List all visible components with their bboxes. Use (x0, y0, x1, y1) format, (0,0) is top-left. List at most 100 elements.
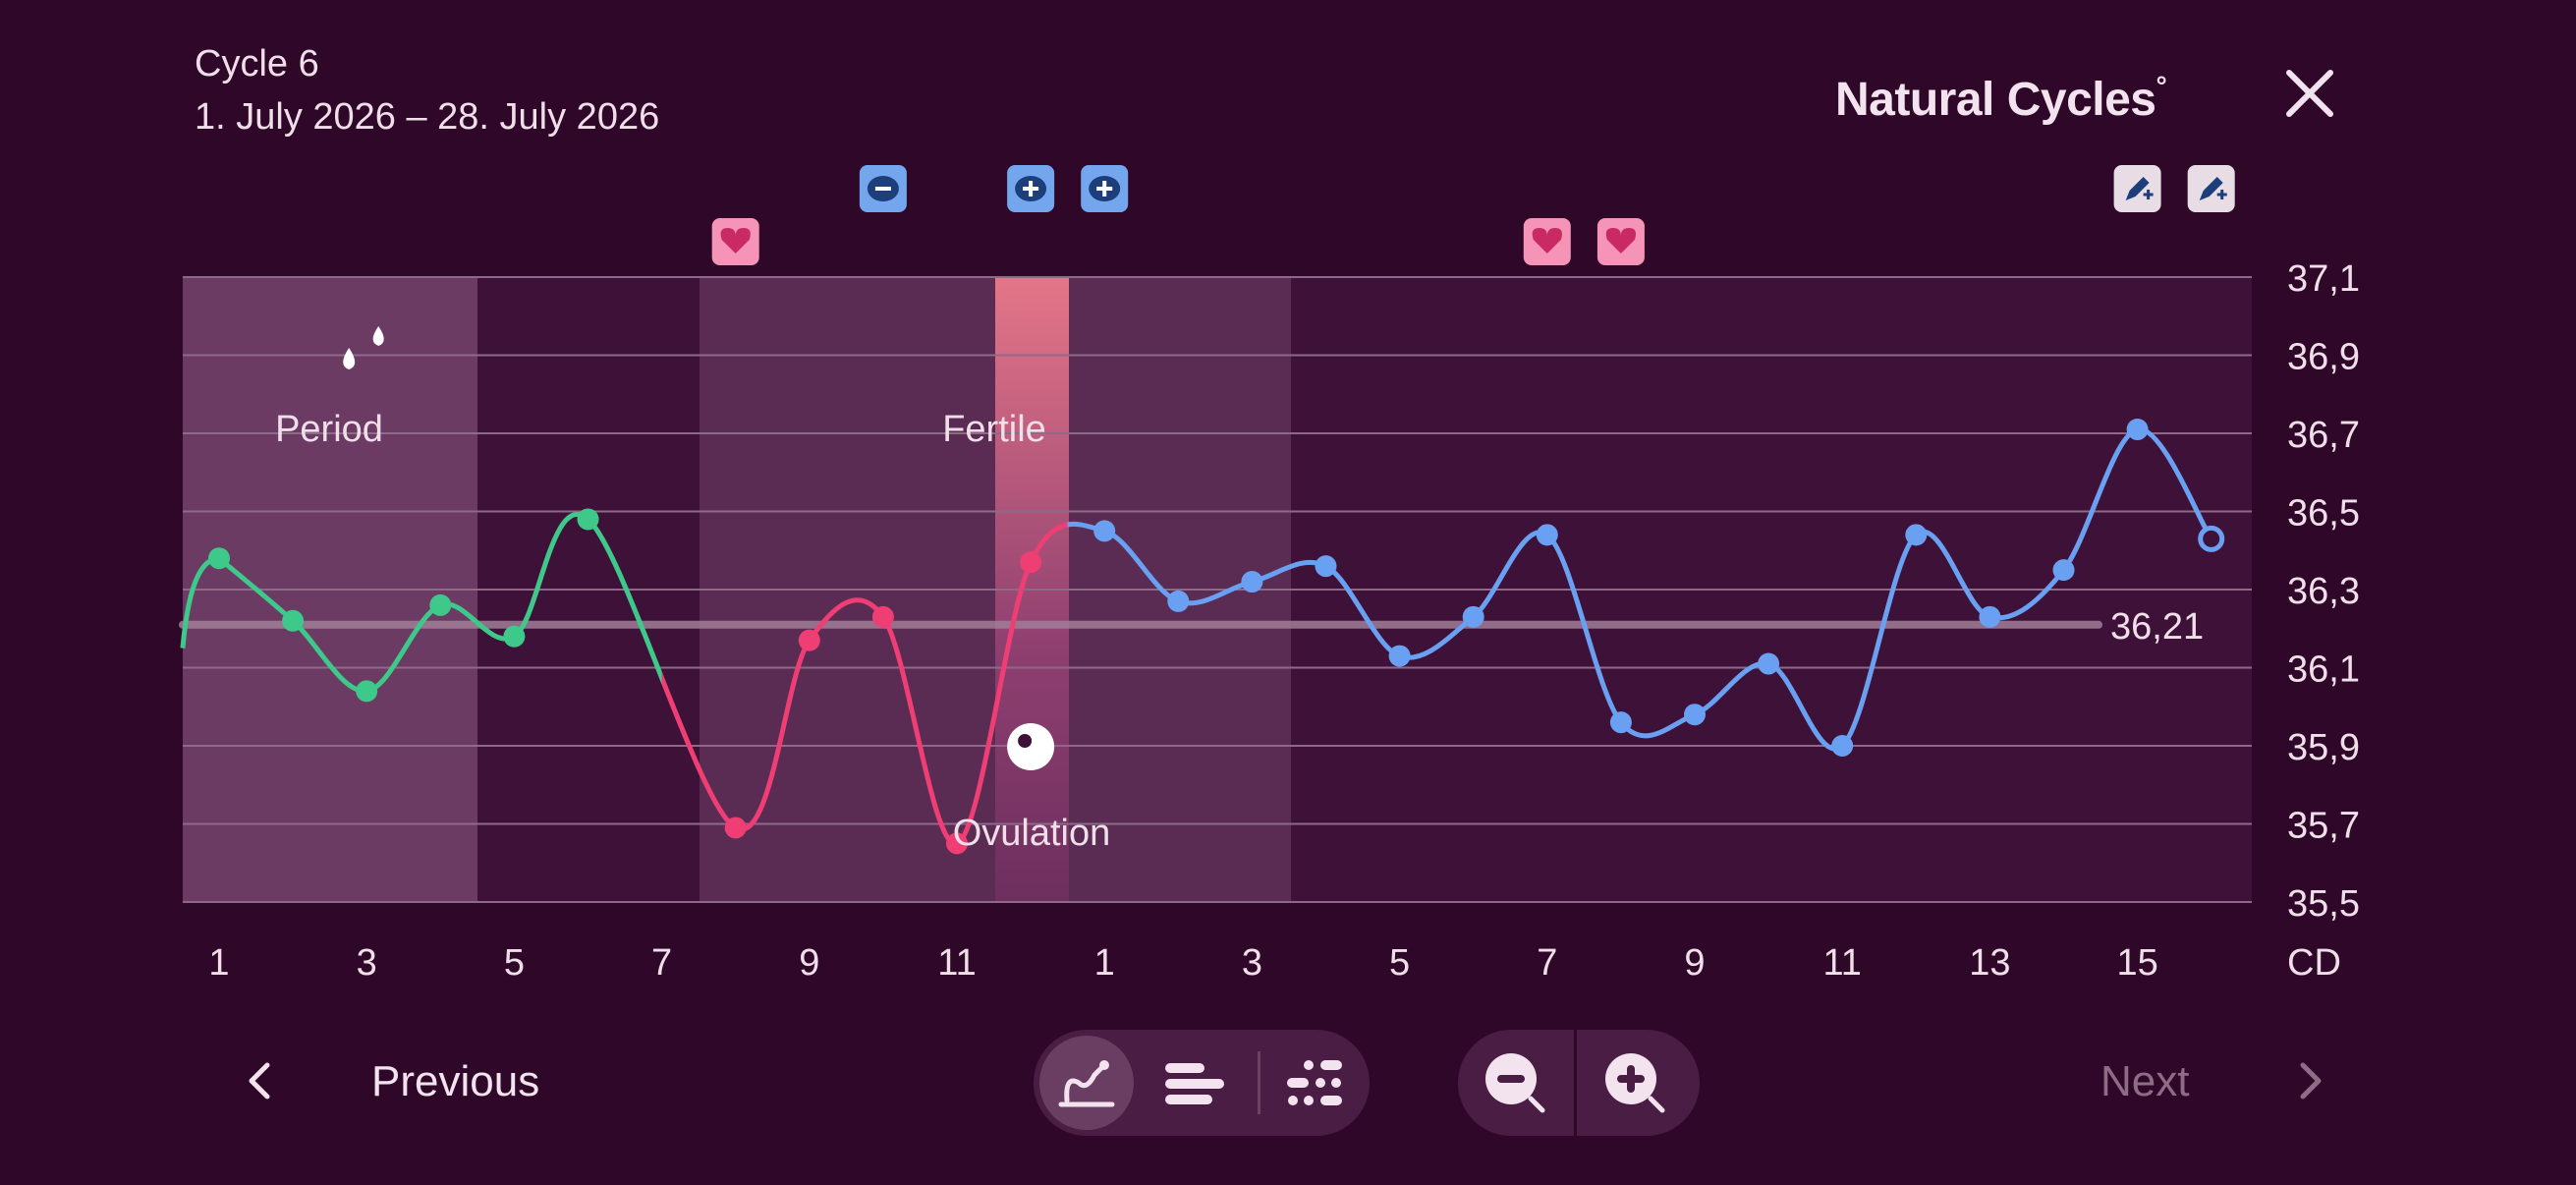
heart-shape (720, 228, 751, 254)
chevron-right-icon[interactable] (2279, 1051, 2338, 1110)
temperature-point (1241, 571, 1263, 593)
x-tick-label: 9 (1684, 942, 1705, 984)
temperature-point (1536, 524, 1558, 546)
x-tick-label: 3 (357, 942, 377, 984)
dots-icon (1287, 1060, 1342, 1105)
temperature-line-segment (807, 597, 886, 644)
egg-nucleus (1018, 734, 1033, 748)
temperature-line-segment (511, 512, 590, 640)
drop-shape (343, 348, 356, 369)
lh-positive-test-icon (1081, 165, 1129, 212)
edit-entry-icon (2113, 165, 2161, 212)
chevron-left-icon[interactable] (232, 1051, 291, 1110)
y-tick-label: 36,9 (2287, 337, 2360, 378)
y-tick-label: 36,1 (2287, 649, 2360, 691)
x-tick-label: 15 (2116, 942, 2157, 984)
zoom-in-button[interactable] (1588, 1036, 1682, 1130)
temperature-line-segment (733, 638, 812, 832)
y-tick-label: 37,1 (2287, 258, 2360, 300)
y-tick-label: 35,9 (2287, 727, 2360, 768)
close-icon[interactable] (2277, 61, 2342, 126)
x-tick-label: 7 (651, 942, 672, 984)
temperature-point (2126, 419, 2149, 441)
temperature-point (1758, 652, 1780, 675)
previous-button[interactable]: Previous (371, 1057, 540, 1105)
x-tick-label: 11 (937, 942, 976, 984)
temperature-line-segment (880, 614, 960, 846)
next-button[interactable]: Next (2100, 1057, 2190, 1105)
temperature-point (1979, 605, 2001, 628)
temperature-point (1020, 551, 1042, 574)
brand-name: Natural Cycles (1835, 74, 2156, 126)
heart-icon (1596, 218, 1645, 265)
coverline-label: 36,21 (2110, 606, 2204, 648)
temperature-point-open (2198, 525, 2225, 552)
x-unit-label: CD (2287, 942, 2341, 984)
temperature-point (282, 609, 305, 632)
zoom-in-icon (1605, 1053, 1665, 1113)
test-icon-plus (1102, 181, 1107, 197)
temperature-point (503, 625, 526, 648)
zoom-divider (1574, 1030, 1577, 1136)
y-tick-label: 36,3 (2287, 571, 2360, 612)
ovulation-egg-icon (1007, 723, 1055, 770)
temperature-line-segment (1839, 532, 1919, 749)
graph-view-button[interactable] (1039, 1036, 1134, 1130)
fertile-label: Fertile (942, 409, 1046, 450)
line-graph-icon (1058, 1060, 1115, 1107)
dots-view-button[interactable] (1267, 1036, 1362, 1130)
egg-outer (1007, 723, 1055, 770)
heart-icon (1523, 218, 1571, 265)
temperature-point (2052, 559, 2075, 582)
heart-shape (1532, 228, 1562, 254)
temperature-point (1388, 645, 1411, 667)
day-markers (343, 165, 2235, 770)
chart-labels: 37,136,936,736,536,336,135,935,735,51 3 5 7… (208, 258, 2360, 984)
x-tick-label: 5 (1389, 942, 1410, 984)
x-tick-label: 5 (504, 942, 525, 984)
pen-shape (2199, 177, 2223, 200)
temperature-point (208, 547, 230, 570)
temperature-point (1093, 520, 1116, 542)
temperature-point (724, 817, 747, 839)
lh-positive-test-icon (1007, 165, 1055, 212)
temperature-chart: 37,136,936,736,536,336,135,935,735,51 3 5 7… (179, 165, 2360, 984)
brand-logo: Natural Cycles° (1835, 71, 2167, 127)
zoom-controls (1458, 1030, 1700, 1136)
x-tick-label: 11 (1822, 942, 1861, 984)
pen-plus (2143, 190, 2154, 199)
temperature-point (356, 680, 378, 703)
temperature-line-segment (1544, 532, 1624, 725)
zoom-out-button[interactable] (1468, 1036, 1562, 1130)
period-label: Period (275, 409, 383, 450)
pen-shape (2125, 177, 2150, 200)
temperature-point (1609, 711, 1632, 734)
gridlines (183, 276, 2252, 903)
pen-plus (2216, 190, 2227, 199)
drop-shape (372, 326, 384, 346)
cycle-label: Cycle 6 (195, 43, 319, 85)
x-tick-label: 13 (1969, 942, 2010, 984)
temperature-point (1684, 704, 1706, 726)
x-tick-label: 1 (1094, 942, 1115, 984)
edit-entry-icon (2187, 165, 2235, 212)
bars-view-button[interactable] (1148, 1036, 1242, 1130)
bars-icon (1165, 1063, 1224, 1104)
temperature-point (1905, 524, 1928, 546)
view-mode-toggle (1034, 1030, 1370, 1136)
temperature-point (871, 605, 894, 628)
ovulation-label: Ovulation (953, 813, 1111, 854)
y-tick-label: 35,5 (2287, 883, 2360, 925)
x-tick-label: 9 (799, 942, 819, 984)
heart-shape (1605, 228, 1637, 254)
period-drop-icon (343, 326, 384, 369)
temperature-point (1831, 735, 1854, 757)
toggle-divider (1258, 1051, 1260, 1114)
temperature-point (1167, 590, 1190, 612)
y-tick-label: 36,7 (2287, 415, 2360, 456)
zoom-out-icon (1485, 1053, 1545, 1113)
lh-negative-test-icon (859, 165, 907, 212)
test-icon-plus (1029, 181, 1034, 197)
temperature-point (429, 593, 452, 616)
x-tick-label: 7 (1537, 942, 1557, 984)
